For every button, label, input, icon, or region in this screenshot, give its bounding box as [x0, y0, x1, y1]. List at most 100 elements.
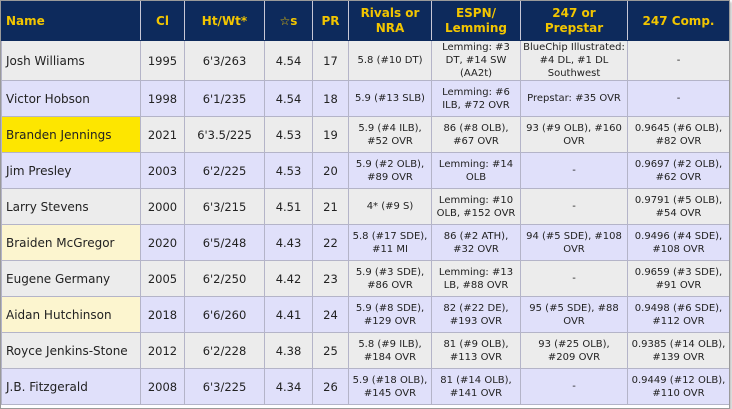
- table-row: Braiden McGregor 2020 6'5/248 4.43 22 5.8 (#1…: [1, 224, 729, 261]
- 247-composite-cell: 0.9697 (#2 OLB), #62 OVR: [627, 152, 729, 189]
- 247-prepstar-cell: 93 (#25 OLB), #209 OVR: [520, 332, 628, 369]
- header-rivals: Rivals or NRA: [348, 1, 432, 41]
- 247-composite-cell: 0.9385 (#14 OLB), #139 OVR: [627, 332, 729, 369]
- espn-cell: Lemming: #14 OLB: [431, 152, 521, 189]
- stars-cell: 4.53: [264, 152, 313, 189]
- table-row: Larry Stevens 2000 6'3/215 4.51 21 4* (#9 S) L…: [1, 188, 729, 225]
- table-row: J.B. Fitzgerald 2008 6'3/225 4.34 26 5.9 (#18…: [1, 368, 729, 405]
- rivals-cell: 5.8 (#9 ILB), #184 OVR: [348, 332, 432, 369]
- stars-cell: 4.51: [264, 188, 313, 225]
- player-name-cell: Eugene Germany: [1, 260, 141, 297]
- 247-prepstar-cell: Prepstar: #35 OVR: [520, 80, 628, 117]
- player-name-cell: Royce Jenkins-Stone: [1, 332, 141, 369]
- table-row: Victor Hobson 1998 6'1/235 4.54 18 5.9 (#13 S…: [1, 80, 729, 117]
- header-class: Cl: [140, 1, 185, 41]
- position-rank-cell: 21: [312, 188, 349, 225]
- height-weight-cell: 6'3/215: [184, 188, 265, 225]
- class-cell: 2000: [140, 188, 185, 225]
- class-cell: 1995: [140, 40, 185, 81]
- height-weight-cell: 6'2/228: [184, 332, 265, 369]
- height-weight-cell: 6'1/235: [184, 80, 265, 117]
- 247-composite-cell: 0.9449 (#12 OLB), #110 OVR: [627, 368, 729, 405]
- 247-prepstar-cell: BlueChip Illustrated: #4 DL, #1 DL South…: [520, 40, 628, 81]
- class-cell: 2021: [140, 116, 185, 153]
- header-247-prepstar: 247 or Prepstar: [520, 1, 628, 41]
- player-name-cell: Larry Stevens: [1, 188, 141, 225]
- position-rank-cell: 20: [312, 152, 349, 189]
- class-cell: 2005: [140, 260, 185, 297]
- espn-cell: 86 (#8 OLB), #67 OVR: [431, 116, 521, 153]
- position-rank-cell: 18: [312, 80, 349, 117]
- espn-cell: Lemming: #10 OLB, #152 OVR: [431, 188, 521, 225]
- height-weight-cell: 6'3/263: [184, 40, 265, 81]
- table-row: Jim Presley 2003 6'2/225 4.53 20 5.9 (#2 OLB)…: [1, 152, 729, 189]
- header-height-weight: Ht/Wt*: [184, 1, 265, 41]
- espn-cell: 82 (#22 DE), #193 OVR: [431, 296, 521, 333]
- espn-cell: 81 (#9 OLB), #113 OVR: [431, 332, 521, 369]
- espn-cell: Lemming: #13 LB, #88 OVR: [431, 260, 521, 297]
- stars-cell: 4.38: [264, 332, 313, 369]
- height-weight-cell: 6'3/225: [184, 368, 265, 405]
- rivals-cell: 5.9 (#18 OLB), #145 OVR: [348, 368, 432, 405]
- rivals-cell: 5.9 (#8 SDE), #129 OVR: [348, 296, 432, 333]
- 247-composite-cell: -: [627, 40, 729, 81]
- player-name-cell: Josh Williams: [1, 40, 141, 81]
- table-row: Eugene Germany 2005 6'2/250 4.42 23 5.9 (#3 S…: [1, 260, 729, 297]
- player-name-cell: Jim Presley: [1, 152, 141, 189]
- stars-cell: 4.34: [264, 368, 313, 405]
- height-weight-cell: 6'2/250: [184, 260, 265, 297]
- table-row: Aidan Hutchinson 2018 6'6/260 4.41 24 5.9 (#8…: [1, 296, 729, 333]
- espn-cell: 81 (#14 OLB), #141 OVR: [431, 368, 521, 405]
- stars-cell: 4.43: [264, 224, 313, 261]
- 247-prepstar-cell: -: [520, 188, 628, 225]
- table-body: Josh Williams 1995 6'3/263 4.54 17 5.8 (#10 D…: [1, 40, 729, 405]
- class-cell: 2003: [140, 152, 185, 189]
- height-weight-cell: 6'2/225: [184, 152, 265, 189]
- class-cell: 2008: [140, 368, 185, 405]
- header-stars: ☆s: [264, 1, 313, 41]
- rivals-cell: 5.9 (#3 SDE), #86 OVR: [348, 260, 432, 297]
- header-position-rank: PR: [312, 1, 349, 41]
- rivals-cell: 5.9 (#2 OLB), #89 OVR: [348, 152, 432, 189]
- player-name-cell: Branden Jennings: [1, 116, 141, 153]
- 247-prepstar-cell: 93 (#9 OLB), #160 OVR: [520, 116, 628, 153]
- position-rank-cell: 23: [312, 260, 349, 297]
- 247-prepstar-cell: -: [520, 368, 628, 405]
- espn-cell: Lemming: #3 DT, #14 SW (AA2t): [431, 40, 521, 81]
- position-rank-cell: 26: [312, 368, 349, 405]
- player-name-cell: Victor Hobson: [1, 80, 141, 117]
- 247-composite-cell: 0.9498 (#6 SDE), #112 OVR: [627, 296, 729, 333]
- height-weight-cell: 6'3.5/225: [184, 116, 265, 153]
- espn-cell: 86 (#2 ATH), #32 OVR: [431, 224, 521, 261]
- header-247-composite: 247 Comp.: [627, 1, 729, 41]
- class-cell: 1998: [140, 80, 185, 117]
- 247-prepstar-cell: 95 (#5 SDE), #88 OVR: [520, 296, 628, 333]
- player-name-cell: J.B. Fitzgerald: [1, 368, 141, 405]
- stars-cell: 4.42: [264, 260, 313, 297]
- header-espn: ESPN/ Lemming: [431, 1, 521, 41]
- height-weight-cell: 6'6/260: [184, 296, 265, 333]
- stars-cell: 4.54: [264, 40, 313, 81]
- class-cell: 2012: [140, 332, 185, 369]
- rivals-cell: 5.8 (#10 DT): [348, 40, 432, 81]
- stars-cell: 4.54: [264, 80, 313, 117]
- position-rank-cell: 25: [312, 332, 349, 369]
- header-row: Name Cl Ht/Wt* ☆s PR Rivals or NRA ESPN/…: [1, 1, 729, 41]
- class-cell: 2020: [140, 224, 185, 261]
- table-row: Josh Williams 1995 6'3/263 4.54 17 5.8 (#10 D…: [1, 40, 729, 81]
- table-row: Royce Jenkins-Stone 2012 6'2/228 4.38 25 5.8 …: [1, 332, 729, 369]
- position-rank-cell: 17: [312, 40, 349, 81]
- 247-composite-cell: 0.9496 (#4 SDE), #108 OVR: [627, 224, 729, 261]
- 247-composite-cell: 0.9659 (#3 SDE), #91 OVR: [627, 260, 729, 297]
- header-name: Name: [1, 1, 141, 41]
- 247-composite-cell: -: [627, 80, 729, 117]
- 247-prepstar-cell: 94 (#5 SDE), #108 OVR: [520, 224, 628, 261]
- player-name-cell: Aidan Hutchinson: [1, 296, 141, 333]
- 247-composite-cell: 0.9791 (#5 OLB), #54 OVR: [627, 188, 729, 225]
- stars-cell: 4.41: [264, 296, 313, 333]
- position-rank-cell: 24: [312, 296, 349, 333]
- table-row: Branden Jennings 2021 6'3.5/225 4.53 19 5.9 (…: [1, 116, 729, 153]
- 247-composite-cell: 0.9645 (#6 OLB), #82 OVR: [627, 116, 729, 153]
- rivals-cell: 5.9 (#13 SLB): [348, 80, 432, 117]
